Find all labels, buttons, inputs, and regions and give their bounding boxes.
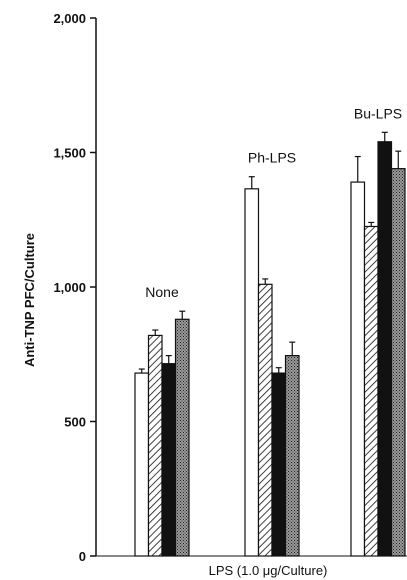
y-ticks: 0 500 1,000 1,500 2,000	[53, 11, 96, 564]
group-label: Ph-LPS	[248, 150, 296, 166]
y-tick-label: 500	[64, 415, 86, 430]
bar-stippled	[390, 168, 406, 557]
bar-solid	[271, 372, 287, 557]
bar-hatched	[257, 283, 273, 557]
bar-white	[350, 181, 366, 557]
bar-solid	[377, 141, 393, 557]
y-tick-label: 2,000	[53, 11, 86, 26]
bar-white	[134, 372, 150, 557]
bar-hatched	[147, 334, 163, 557]
bar-stippled	[284, 354, 300, 557]
y-tick-label: 1,500	[53, 146, 86, 161]
y-tick-label: 0	[79, 549, 86, 564]
group-label: None	[145, 284, 179, 300]
bar-white	[244, 188, 260, 557]
y-tick-label: 1,000	[53, 280, 86, 295]
bar-stippled	[174, 318, 190, 557]
x-axis-title: LPS (1.0 μg/Culture)	[209, 563, 328, 578]
y-axis-title: Anti-TNP PFC/Culture	[22, 233, 37, 367]
group-labels: None Ph-LPS Bu-LPS	[145, 105, 402, 300]
bar-solid	[161, 363, 177, 557]
bar-hatched	[363, 225, 379, 557]
bars	[134, 131, 406, 557]
group-label: Bu-LPS	[354, 105, 402, 121]
